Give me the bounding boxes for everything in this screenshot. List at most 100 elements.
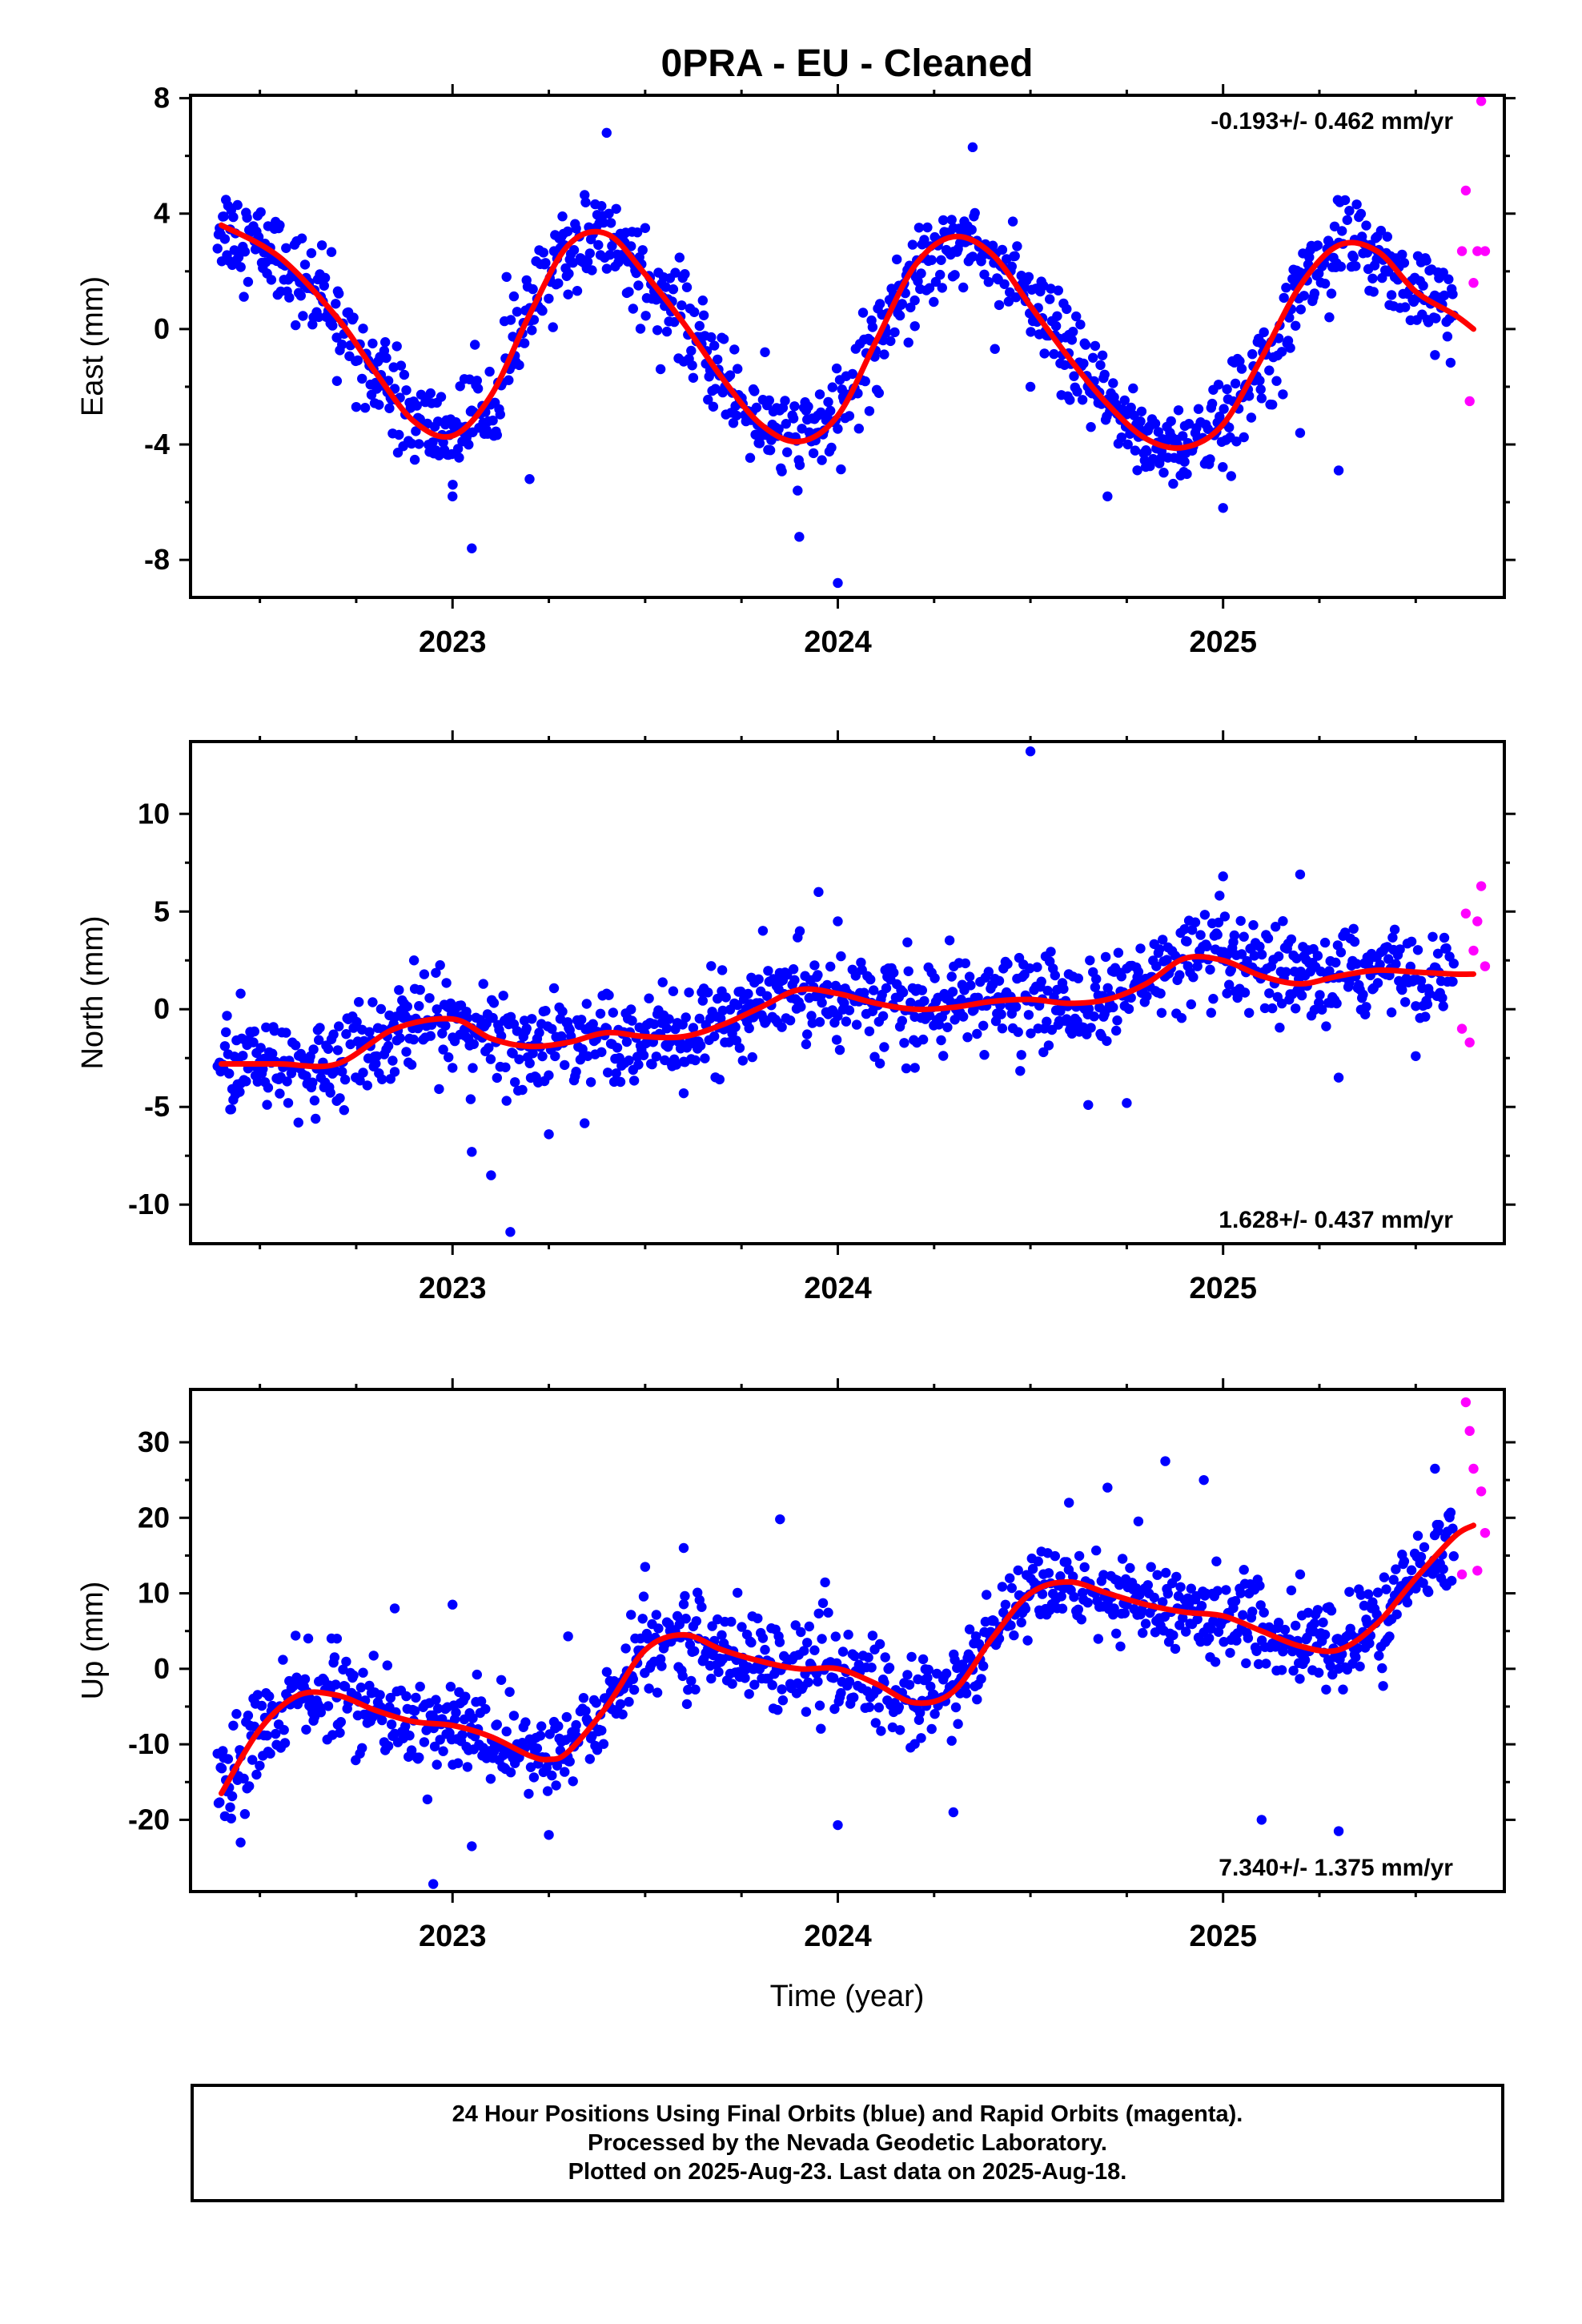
final-orbit-point bbox=[238, 1051, 248, 1061]
final-orbit-point bbox=[1295, 1674, 1305, 1684]
final-orbit-point bbox=[492, 430, 502, 440]
final-orbit-point bbox=[351, 1016, 362, 1027]
y-tick-label: 0 bbox=[154, 1652, 170, 1685]
final-orbit-point bbox=[817, 997, 827, 1008]
final-orbit-point bbox=[1142, 1580, 1154, 1590]
final-orbit-point bbox=[564, 1756, 575, 1767]
final-orbit-point bbox=[946, 1735, 957, 1746]
final-orbit-point bbox=[415, 1681, 425, 1692]
final-orbit-point bbox=[1324, 312, 1335, 323]
final-orbit-point bbox=[1267, 400, 1278, 410]
final-orbit-point bbox=[1377, 1663, 1387, 1674]
final-orbit-point bbox=[1055, 1006, 1066, 1016]
final-orbit-point bbox=[926, 255, 937, 265]
final-orbit-point bbox=[1235, 915, 1246, 927]
final-orbit-point bbox=[339, 1681, 351, 1692]
final-orbit-point bbox=[1443, 274, 1454, 284]
final-orbit-point bbox=[863, 1652, 873, 1663]
final-orbit-point bbox=[1246, 412, 1257, 423]
final-orbit-point bbox=[1231, 436, 1242, 447]
final-orbit-point bbox=[241, 1076, 251, 1087]
final-orbit-point bbox=[514, 1054, 524, 1065]
final-orbit-point bbox=[432, 1759, 442, 1770]
final-orbit-point bbox=[1296, 990, 1307, 1001]
final-orbit-point bbox=[674, 252, 685, 263]
final-orbit-point bbox=[557, 211, 568, 222]
final-orbit-point bbox=[1151, 961, 1162, 971]
final-orbit-point bbox=[1379, 1572, 1390, 1582]
final-orbit-point bbox=[1122, 439, 1133, 450]
final-orbit-point bbox=[1276, 998, 1287, 1009]
final-orbit-point bbox=[544, 1129, 554, 1140]
final-orbit-point bbox=[694, 320, 705, 332]
final-orbit-point bbox=[476, 1696, 487, 1707]
final-orbit-point bbox=[1023, 1010, 1034, 1020]
final-orbit-point bbox=[1253, 1659, 1264, 1670]
final-orbit-point bbox=[1218, 871, 1228, 882]
final-orbit-point bbox=[1089, 1011, 1099, 1022]
final-orbit-point bbox=[1439, 290, 1450, 301]
final-orbit-point bbox=[694, 1013, 705, 1024]
final-orbit-point bbox=[1170, 1643, 1181, 1655]
final-orbit-point bbox=[1256, 393, 1267, 404]
rapid-orbit-point bbox=[1472, 1566, 1483, 1576]
final-orbit-point bbox=[1215, 891, 1225, 901]
final-orbit-point bbox=[1278, 389, 1288, 400]
final-orbit-point bbox=[291, 320, 301, 331]
final-orbit-point bbox=[919, 235, 930, 245]
final-orbit-point bbox=[737, 1055, 748, 1066]
final-orbit-point bbox=[661, 282, 671, 292]
final-orbit-point bbox=[869, 1051, 880, 1062]
final-orbit-point bbox=[930, 1709, 940, 1719]
final-orbit-point bbox=[843, 1630, 853, 1640]
final-orbit-point bbox=[328, 1029, 339, 1039]
final-orbit-point bbox=[833, 1819, 843, 1831]
final-orbit-point bbox=[881, 983, 892, 994]
final-orbit-point bbox=[1447, 976, 1458, 987]
final-orbit-point bbox=[239, 1809, 251, 1819]
final-orbit-point bbox=[395, 1033, 405, 1043]
panel-north: -10 -5 0 5 10 2023 2024 2025 North (mm) 1.628+/- … bbox=[76, 730, 1516, 1305]
final-orbit-point bbox=[1319, 1630, 1331, 1640]
final-orbit-point bbox=[703, 987, 713, 998]
final-orbit-point bbox=[902, 937, 913, 947]
final-orbit-point bbox=[1276, 1665, 1287, 1675]
final-orbit-point bbox=[935, 269, 946, 280]
final-orbit-point bbox=[879, 1042, 889, 1052]
final-orbit-point bbox=[1192, 961, 1203, 971]
final-orbit-point bbox=[1326, 288, 1337, 299]
final-orbit-point bbox=[235, 262, 246, 272]
y-tick-label: 30 bbox=[138, 1425, 170, 1458]
final-orbit-point bbox=[706, 961, 717, 971]
final-orbit-point bbox=[601, 127, 612, 139]
final-orbit-point bbox=[528, 283, 538, 295]
final-orbit-point bbox=[924, 283, 935, 293]
final-orbit-point bbox=[1182, 936, 1192, 947]
final-orbit-point bbox=[930, 973, 940, 983]
final-orbit-point bbox=[1190, 917, 1201, 927]
final-orbit-point bbox=[823, 1607, 833, 1618]
final-orbit-point bbox=[454, 452, 464, 463]
final-orbit-point bbox=[1295, 869, 1306, 880]
final-orbit-point bbox=[808, 448, 819, 459]
final-orbit-point bbox=[833, 577, 843, 589]
figure-title: 0PRA - EU - Cleaned bbox=[661, 42, 1034, 85]
final-orbit-point bbox=[617, 1709, 628, 1719]
final-orbit-point bbox=[817, 1598, 829, 1609]
final-orbit-point bbox=[825, 405, 836, 416]
final-orbit-point bbox=[355, 1683, 367, 1693]
final-orbit-point bbox=[994, 975, 1005, 987]
final-orbit-point bbox=[684, 987, 694, 998]
final-orbit-point bbox=[713, 1667, 724, 1678]
final-orbit-point bbox=[926, 1681, 936, 1692]
final-orbit-point bbox=[588, 1019, 598, 1029]
plot-area bbox=[212, 746, 1491, 1237]
final-orbit-point bbox=[849, 1651, 860, 1662]
final-orbit-point bbox=[1057, 1603, 1068, 1614]
final-orbit-point bbox=[472, 376, 482, 386]
final-orbit-point bbox=[295, 291, 306, 301]
final-orbit-point bbox=[431, 967, 441, 979]
final-orbit-point bbox=[1383, 954, 1394, 964]
final-orbit-point bbox=[283, 1098, 294, 1108]
final-orbit-point bbox=[1243, 1633, 1254, 1643]
